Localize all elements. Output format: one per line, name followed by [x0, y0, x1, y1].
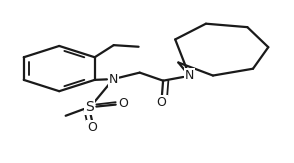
- Text: N: N: [185, 69, 194, 82]
- Text: O: O: [119, 97, 128, 110]
- Text: O: O: [157, 96, 167, 109]
- Text: O: O: [87, 121, 97, 134]
- Text: N: N: [109, 73, 118, 86]
- Text: S: S: [86, 100, 94, 114]
